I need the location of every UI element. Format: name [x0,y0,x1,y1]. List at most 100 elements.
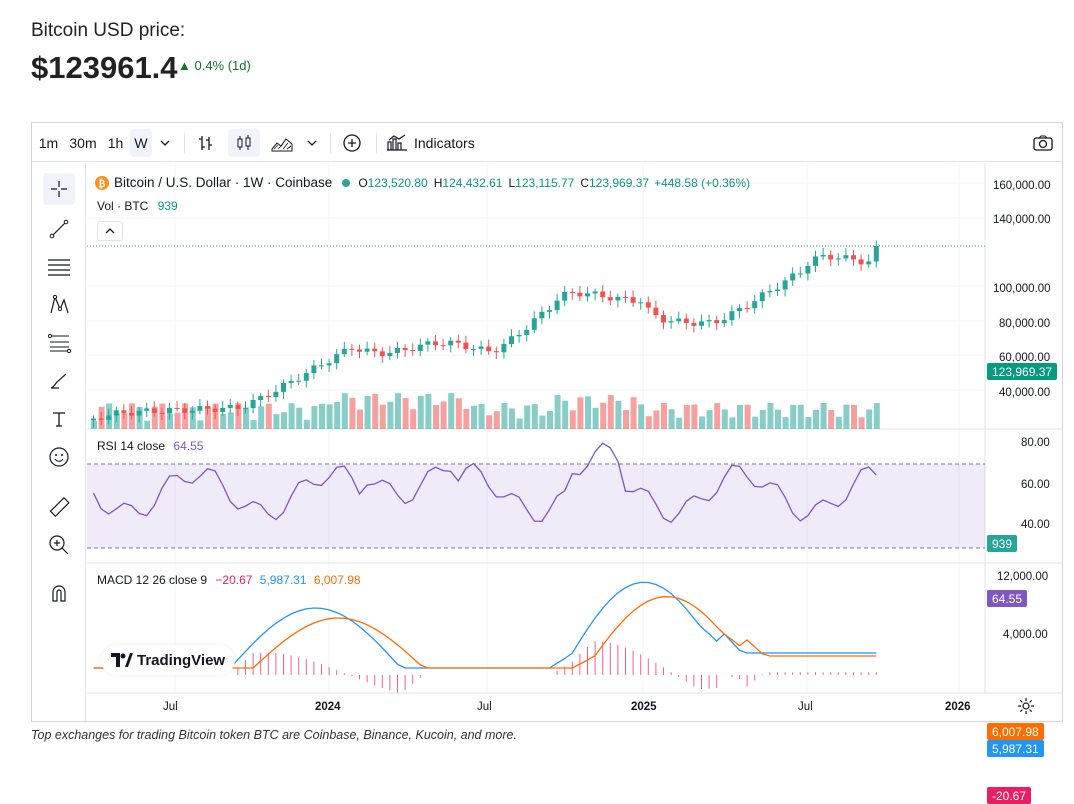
volume-bar [440,401,447,429]
volume-bar [835,416,842,429]
volume-bar [554,395,561,429]
compare-plus-icon[interactable] [338,129,366,157]
bar-chart-icon[interactable] [192,129,220,157]
volume-bar [417,395,424,429]
chart-type-dropdown-icon[interactable] [302,129,322,157]
footer-note: Top exchanges for trading Bitcoin token … [31,728,517,742]
volume-bar [212,403,219,429]
candle [592,291,598,294]
macd-badge: 5,987.31 [987,740,1044,757]
volume-bar [364,396,371,429]
candle [455,340,461,343]
text-icon[interactable] [43,403,75,435]
candle [417,344,423,351]
candle [645,302,651,308]
volume-bar [159,403,166,429]
candles-icon[interactable] [228,129,260,157]
candle [326,363,332,366]
indicators-button[interactable]: Indicators [386,129,486,157]
horizontal-lines-icon[interactable] [43,251,75,283]
volume-bar [296,407,303,429]
rsi-tick: 60.00 [1021,479,1050,491]
candle [448,340,454,346]
candle [303,373,309,381]
candle [577,292,583,297]
candle [858,259,864,265]
fib-retracement-icon[interactable] [43,327,75,359]
interval-30m[interactable]: 30m [69,135,97,151]
volume-bar [478,404,485,429]
candle [759,292,765,302]
volume-bar [311,406,318,429]
candle [630,297,636,303]
candle [676,318,682,322]
bitcoin-icon: ₿ [95,175,109,190]
candle [813,256,818,266]
volume-bar [349,397,356,429]
candle [691,322,697,326]
ruler-icon[interactable] [43,491,75,523]
candle [493,351,499,353]
volume-bar [433,404,439,429]
candle [569,291,575,293]
volume-bar [395,393,401,429]
collapse-legend-button[interactable] [97,221,123,241]
interval-1h[interactable]: 1h [107,135,124,151]
ohlc-change: +448.58 (+0.36%) [654,175,751,190]
volume-bar [425,393,432,429]
candle [714,320,720,324]
price-tick: 60,000.00 [999,352,1051,364]
zoom-in-icon[interactable] [43,529,75,561]
interval-w[interactable]: W [130,129,152,157]
volume-bar [281,412,287,429]
volume-bar [91,421,97,429]
volume-bar [820,403,827,429]
price-tick: 140,000.00 [993,214,1051,226]
candle [623,296,628,298]
candle [227,404,233,408]
volume-bar [775,409,781,429]
area-chart-icon[interactable] [267,129,297,157]
brush-icon[interactable] [43,365,75,397]
svg-text:₿: ₿ [99,178,106,190]
volume-bar [691,404,698,429]
candle [782,280,788,290]
volume-bar [334,401,341,429]
candle [539,311,545,319]
volume-bar [265,403,272,429]
volume-label: Vol · BTC [97,199,149,213]
chart-area[interactable]: ₿ Bitcoin / U.S. Dollar · 1W · Coinbase … [87,163,1062,804]
candle [319,365,324,367]
pattern-icon[interactable] [43,289,75,321]
trend-line-icon[interactable] [43,213,75,245]
candle [607,297,613,301]
candle [851,255,856,260]
price-change: ▲ 0.4% (1d) [178,58,251,73]
candle [835,258,841,260]
volume-bar [357,409,363,429]
candle [729,311,735,321]
magnet-icon[interactable] [43,577,75,609]
macd-value: 5,987.31 [259,573,307,587]
volume-bar [752,416,759,429]
candle [281,382,286,392]
volume-bar [372,393,379,429]
volume-bar [341,393,348,429]
volume-bar [615,400,622,429]
interval-dropdown-icon[interactable] [155,129,175,157]
candle [296,380,302,382]
camera-icon[interactable] [1028,129,1058,157]
crosshair-icon[interactable] [43,173,75,205]
volume-bar [767,403,774,429]
volume-bar [448,393,455,429]
volume-bar [151,406,158,429]
volume-bar [303,419,310,429]
chart-canvas[interactable] [87,163,1062,721]
volume-bar [782,417,789,429]
settings-gear-icon[interactable] [1017,697,1035,720]
volume-bar [645,416,652,429]
emoji-icon[interactable] [43,441,75,473]
tradingview-logo[interactable]: TradingView [101,645,236,675]
volume-bar [174,412,181,429]
interval-1m[interactable]: 1m [38,135,59,151]
